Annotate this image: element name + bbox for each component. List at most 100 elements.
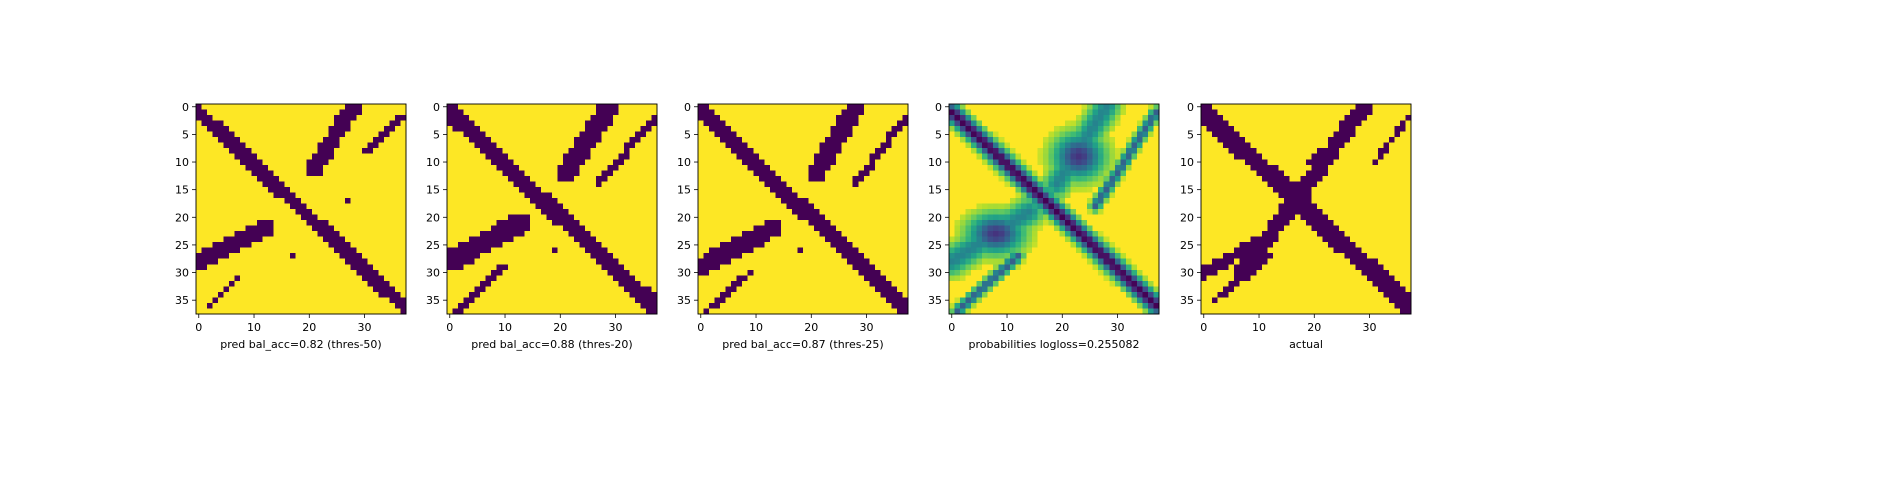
heatmap-cell <box>1059 126 1066 132</box>
heatmap-cell <box>229 148 236 155</box>
heatmap-cell <box>394 286 401 293</box>
heatmap-cell <box>1103 120 1110 127</box>
heatmap-cell <box>993 170 1000 177</box>
heatmap-cell <box>378 170 385 177</box>
heatmap-cell <box>1037 175 1044 182</box>
heatmap-cell <box>400 242 407 249</box>
heatmap-cell <box>814 120 820 127</box>
heatmap-cell <box>612 231 619 237</box>
heatmap-cell <box>372 253 379 260</box>
heatmap-cell <box>491 247 498 254</box>
heatmap-cell <box>869 209 876 215</box>
heatmap-cell <box>1136 126 1143 132</box>
heatmap-cell <box>212 269 219 276</box>
heatmap-cell <box>825 214 831 221</box>
heatmap-cell <box>1136 153 1143 160</box>
heatmap-cell <box>563 258 569 265</box>
heatmap-cell <box>874 170 881 177</box>
heatmap-cell <box>858 126 865 132</box>
heatmap-cell <box>463 280 470 287</box>
heatmap-cell <box>1109 159 1116 166</box>
heatmap-cell <box>885 175 892 182</box>
heatmap-cell <box>568 115 575 121</box>
heatmap-cell <box>590 214 597 221</box>
heatmap-cell <box>295 220 302 226</box>
heatmap-cell <box>803 280 809 287</box>
heatmap-cell <box>769 247 776 254</box>
heatmap-cell <box>971 115 977 121</box>
heatmap-cell <box>775 308 782 315</box>
heatmap-cell <box>960 115 966 121</box>
heatmap-cell <box>797 203 804 210</box>
heatmap-cell <box>640 225 647 232</box>
heatmap-cell <box>367 197 374 204</box>
heatmap-cell <box>574 253 580 260</box>
heatmap-cell <box>278 137 285 144</box>
heatmap-cell <box>1015 109 1022 116</box>
heatmap-cell <box>869 280 876 287</box>
heatmap-cell <box>769 286 776 293</box>
heatmap-cell <box>350 115 357 121</box>
heatmap-cell <box>474 170 481 177</box>
heatmap-cell <box>474 197 481 204</box>
heatmap-cell <box>880 236 887 243</box>
heatmap-cell <box>590 120 597 127</box>
heatmap-cell <box>623 131 630 138</box>
heatmap-cell <box>295 214 302 221</box>
heatmap-cell <box>902 231 909 237</box>
heatmap-cell <box>1076 120 1082 127</box>
heatmap-cell <box>323 131 329 138</box>
heatmap-cell <box>295 109 302 116</box>
heatmap-cell <box>852 181 859 188</box>
heatmap-cell <box>830 242 837 249</box>
heatmap-cell <box>1147 137 1154 144</box>
heatmap-cell <box>496 209 503 215</box>
heatmap-cell <box>1004 181 1011 188</box>
heatmap-cell <box>240 209 247 215</box>
heatmap-cell <box>814 153 820 160</box>
heatmap-cell <box>836 253 843 260</box>
heatmap-cell <box>284 302 291 309</box>
heatmap-cell <box>502 192 509 199</box>
heatmap-cell <box>361 197 368 204</box>
heatmap-cell <box>552 275 558 282</box>
heatmap-cell <box>502 186 509 193</box>
x-tick-label: 0 <box>446 321 453 334</box>
heatmap-cell <box>601 225 608 232</box>
heatmap-cell <box>769 264 776 271</box>
heatmap-cell <box>306 242 313 249</box>
heatmap-cell <box>245 131 252 138</box>
heatmap-cell <box>1136 120 1143 127</box>
heatmap-cell <box>491 137 498 144</box>
heatmap-cell <box>902 302 909 309</box>
heatmap-cell <box>819 142 826 149</box>
heatmap-cell <box>703 126 710 132</box>
heatmap-cell <box>383 308 390 315</box>
heatmap-cell <box>452 308 459 315</box>
heatmap-cell <box>714 297 721 304</box>
heatmap-cell <box>367 225 374 232</box>
heatmap-cell <box>814 137 820 144</box>
heatmap-cell <box>312 247 318 254</box>
heatmap-cell <box>529 302 536 309</box>
heatmap-cell <box>361 236 368 243</box>
heatmap-cell <box>546 120 553 127</box>
heatmap-cell <box>507 170 514 177</box>
heatmap-cell <box>1136 115 1143 121</box>
heatmap-cell <box>852 120 859 127</box>
heatmap-cell <box>207 258 213 265</box>
heatmap-cell <box>323 209 329 215</box>
heatmap-cell <box>563 109 569 116</box>
heatmap-cell <box>758 170 765 177</box>
heatmap-cell <box>791 297 798 304</box>
heatmap-cell <box>356 164 363 171</box>
heatmap-cell <box>389 258 396 265</box>
heatmap-cell <box>1125 164 1132 171</box>
heatmap-cell <box>513 280 520 287</box>
heatmap-cell <box>212 153 219 160</box>
heatmap-cell <box>954 164 961 171</box>
heatmap-cell <box>529 104 536 110</box>
heatmap-cell <box>902 209 909 215</box>
heatmap-cell <box>447 231 453 237</box>
heatmap-cell <box>1009 131 1016 138</box>
